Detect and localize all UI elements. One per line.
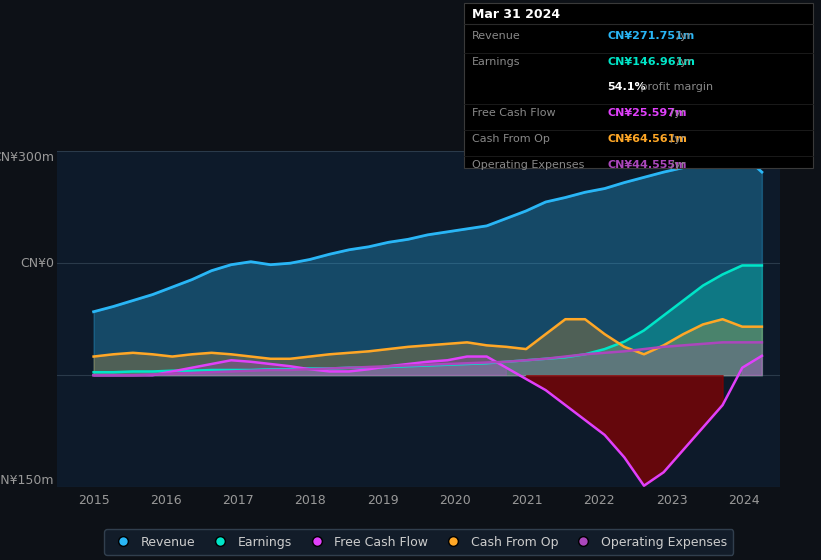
Text: /yr: /yr <box>672 57 691 67</box>
Text: Mar 31 2024: Mar 31 2024 <box>472 8 560 21</box>
Text: /yr: /yr <box>667 160 686 170</box>
Text: Revenue: Revenue <box>472 31 521 41</box>
Text: Earnings: Earnings <box>472 57 521 67</box>
Text: Operating Expenses: Operating Expenses <box>472 160 585 170</box>
Text: profit margin: profit margin <box>637 82 713 92</box>
Text: Free Cash Flow: Free Cash Flow <box>472 108 556 118</box>
Text: CN¥146.961m: CN¥146.961m <box>608 57 695 67</box>
Text: CN¥44.555m: CN¥44.555m <box>608 160 687 170</box>
Text: 54.1%: 54.1% <box>608 82 646 92</box>
Legend: Revenue, Earnings, Free Cash Flow, Cash From Op, Operating Expenses: Revenue, Earnings, Free Cash Flow, Cash … <box>104 529 733 555</box>
Text: -CN¥150m: -CN¥150m <box>0 474 54 487</box>
Text: CN¥64.561m: CN¥64.561m <box>608 134 687 144</box>
Text: CN¥0: CN¥0 <box>20 256 54 269</box>
Text: CN¥25.597m: CN¥25.597m <box>608 108 687 118</box>
Text: /yr: /yr <box>667 134 686 144</box>
Text: /yr: /yr <box>672 31 691 41</box>
Text: CN¥271.751m: CN¥271.751m <box>608 31 695 41</box>
Text: CN¥300m: CN¥300m <box>0 151 54 164</box>
Text: /yr: /yr <box>667 108 686 118</box>
Text: Cash From Op: Cash From Op <box>472 134 550 144</box>
